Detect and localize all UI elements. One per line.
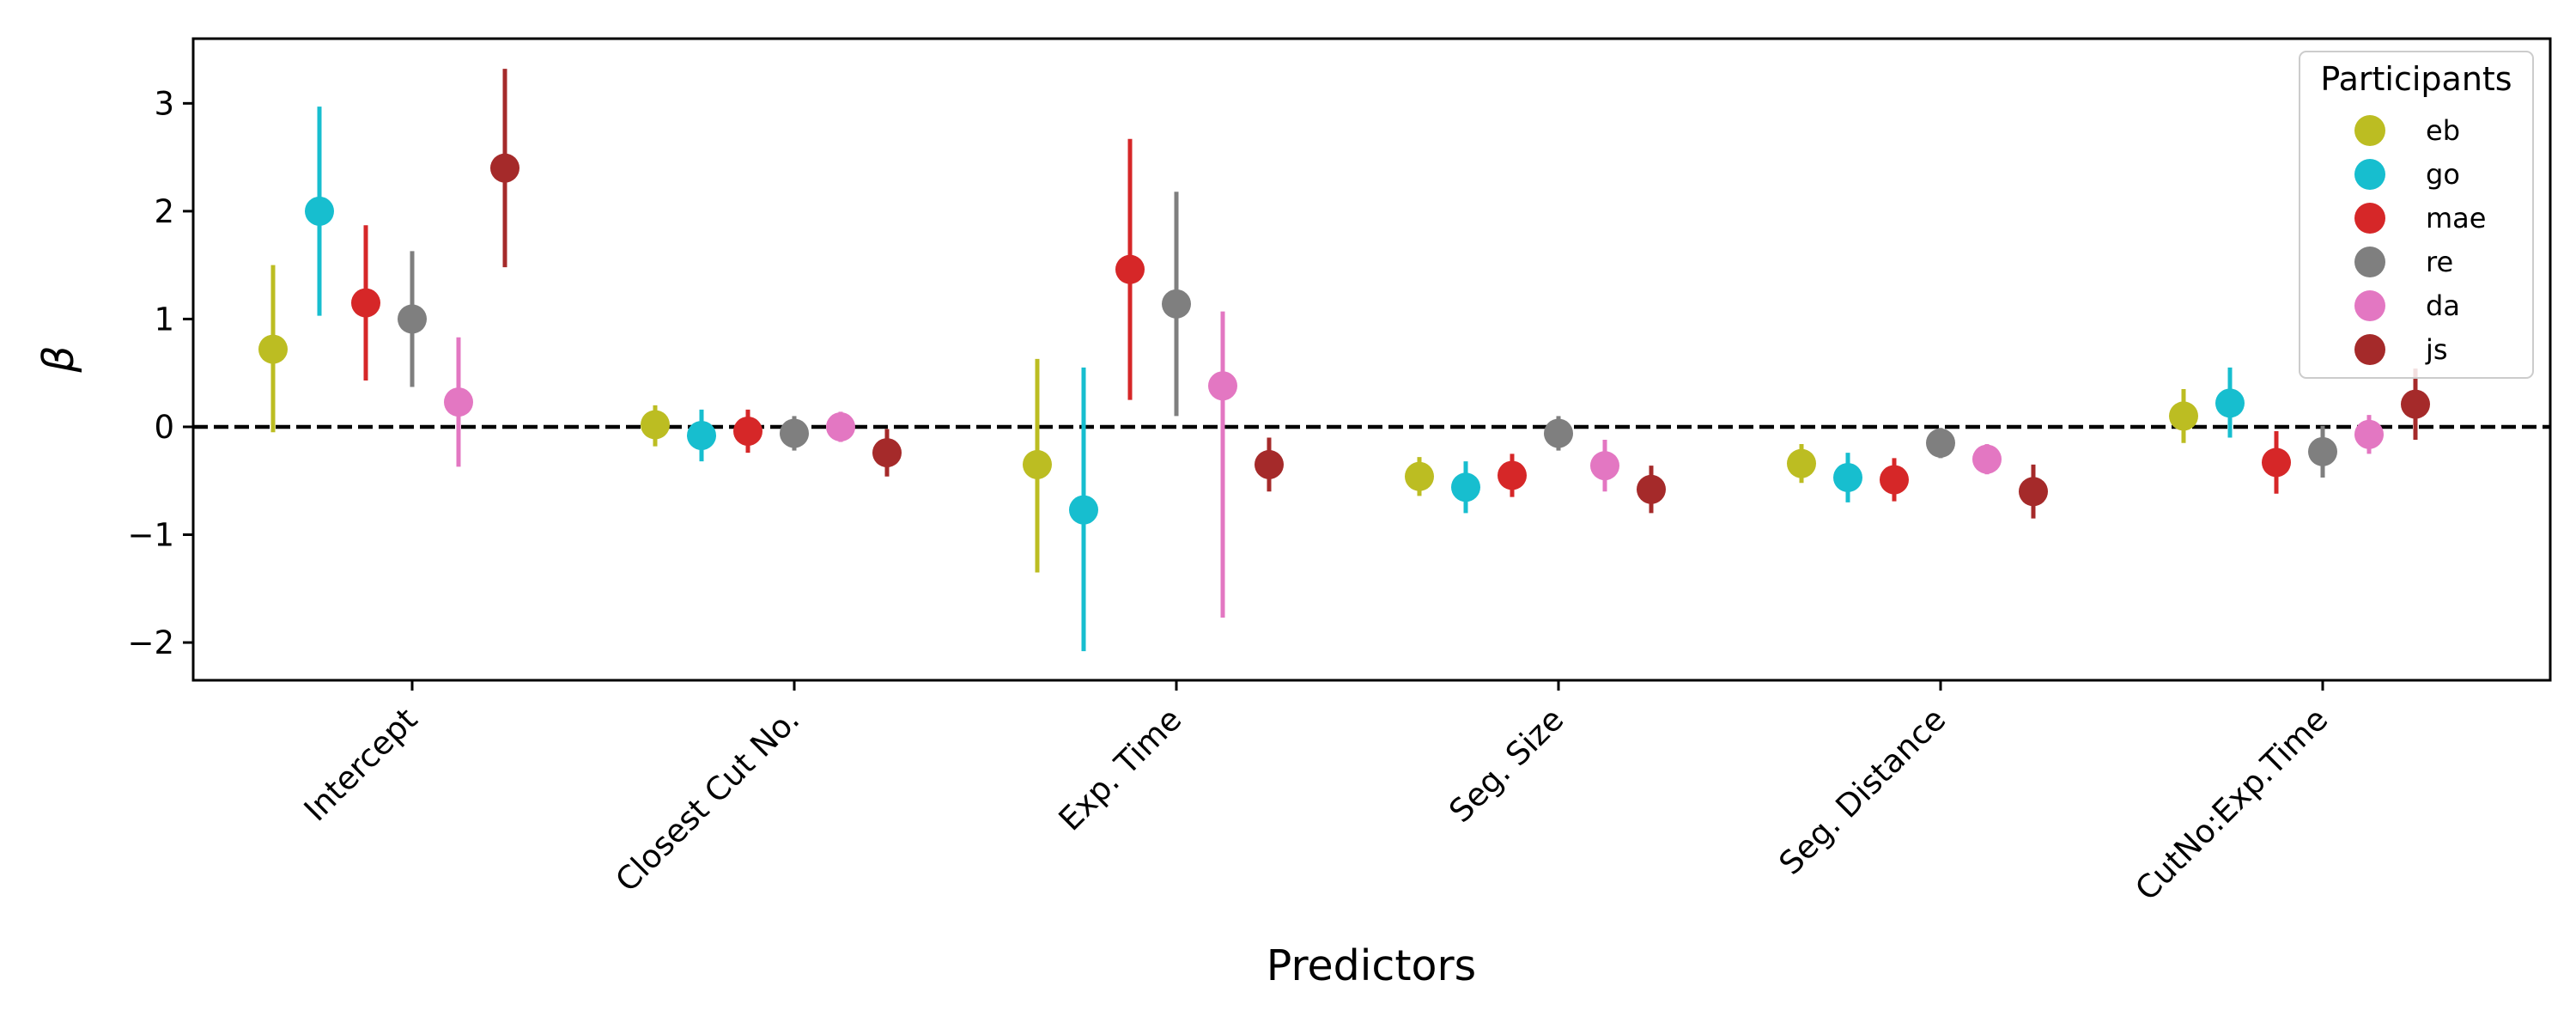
legend-label: eb bbox=[2426, 114, 2460, 147]
legend-marker bbox=[2354, 290, 2385, 321]
plot-area-frame bbox=[191, 37, 2552, 682]
data-point bbox=[1590, 451, 1619, 481]
data-point bbox=[1637, 474, 1666, 504]
data-point bbox=[1880, 465, 1909, 495]
data-point bbox=[826, 411, 855, 441]
data-point bbox=[2308, 436, 2337, 466]
data-point bbox=[872, 438, 902, 468]
data-point bbox=[1069, 495, 1098, 525]
data-point bbox=[733, 416, 762, 446]
y-tick-label: −1 bbox=[127, 517, 174, 554]
y-axis: 3 2 1 0 −1 −2 bbox=[127, 85, 193, 661]
data-point bbox=[351, 288, 380, 318]
data-point bbox=[2401, 389, 2430, 419]
legend: Participants eb go mae re da js bbox=[2299, 51, 2534, 379]
data-point bbox=[1926, 428, 1955, 458]
legend-marker bbox=[2354, 247, 2385, 277]
data-point bbox=[2019, 477, 2048, 507]
data-point bbox=[641, 410, 670, 440]
data-point bbox=[1405, 461, 1434, 491]
y-tick-label: 2 bbox=[154, 193, 174, 230]
data-point bbox=[1833, 462, 1862, 492]
data-point bbox=[1451, 472, 1480, 502]
data-point bbox=[2354, 419, 2384, 449]
data-point bbox=[398, 304, 427, 334]
data-point bbox=[1115, 254, 1145, 284]
data-point bbox=[1544, 418, 1573, 448]
legend-label: mae bbox=[2426, 202, 2486, 234]
legend-marker bbox=[2354, 334, 2385, 365]
data-point bbox=[780, 418, 809, 448]
data-point bbox=[687, 421, 716, 451]
data-point bbox=[490, 153, 519, 183]
legend-marker bbox=[2354, 203, 2385, 234]
y-tick-label: 3 bbox=[154, 85, 174, 122]
legend-label: go bbox=[2426, 158, 2460, 191]
data-point bbox=[1255, 449, 1284, 479]
data-point bbox=[1162, 289, 1191, 319]
y-axis-label: β bbox=[34, 345, 83, 373]
data-point bbox=[305, 196, 334, 226]
legend-marker bbox=[2354, 159, 2385, 190]
x-axis-label: Predictors bbox=[1267, 941, 1476, 990]
legend-title: Participants bbox=[2320, 60, 2512, 98]
data-point bbox=[1023, 449, 1052, 479]
data-point bbox=[444, 387, 473, 417]
data-point bbox=[258, 334, 288, 364]
legend-label: re bbox=[2426, 246, 2453, 278]
y-tick-label: −2 bbox=[127, 624, 174, 661]
legend-marker bbox=[2354, 115, 2385, 146]
data-point bbox=[2169, 401, 2198, 431]
y-tick-label: 0 bbox=[154, 409, 174, 446]
data-point bbox=[2215, 388, 2245, 418]
data-point bbox=[1208, 371, 1237, 401]
data-point bbox=[1972, 444, 2002, 474]
data-point bbox=[1498, 460, 1527, 490]
legend-label: da bbox=[2426, 289, 2460, 322]
data-marks bbox=[193, 69, 2550, 652]
data-point bbox=[2262, 447, 2291, 478]
legend-label: js bbox=[2425, 333, 2448, 366]
y-tick-label: 1 bbox=[154, 301, 174, 338]
data-point bbox=[1787, 448, 1816, 478]
legend-box bbox=[2299, 51, 2534, 379]
